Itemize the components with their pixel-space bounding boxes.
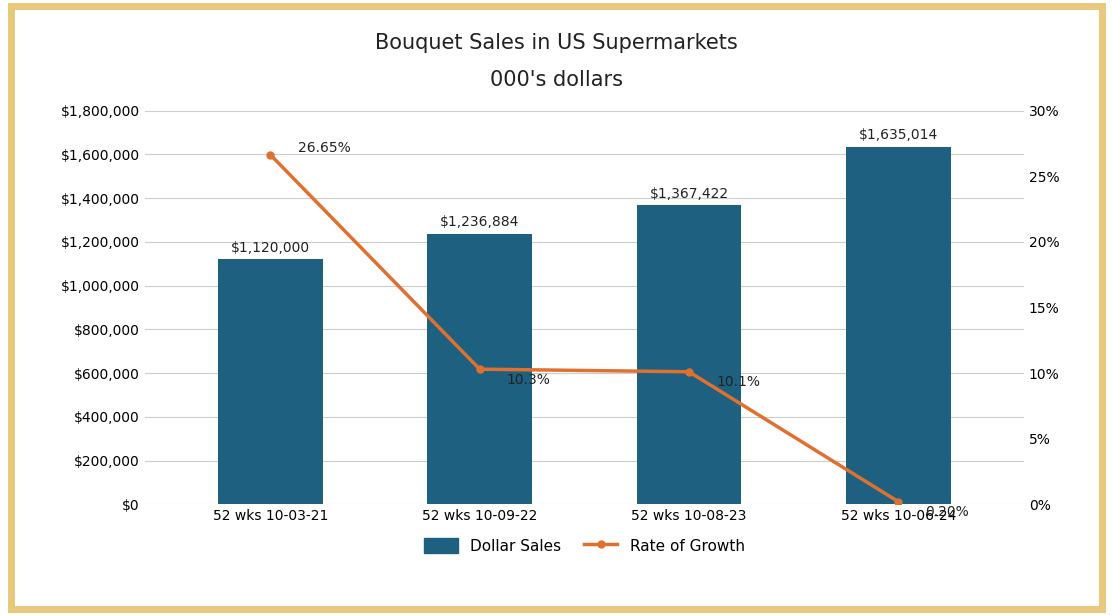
Text: 0.20%: 0.20% [926,505,969,519]
Rate of Growth [892,498,905,506]
Text: 10.1%: 10.1% [717,375,760,389]
Text: Bouquet Sales in US Supermarkets: Bouquet Sales in US Supermarkets [375,33,738,53]
Bar [427,234,532,504]
Text: $1,635,014: $1,635,014 [859,129,938,143]
Text: 10.3%: 10.3% [506,373,551,387]
Bar [218,260,323,504]
Text: $1,367,422: $1,367,422 [650,187,729,201]
Text: 26.65%: 26.65% [297,141,351,155]
Bar [637,205,741,504]
Text: $1,120,000: $1,120,000 [230,241,309,255]
Line: Rate of Growth: Rate of Growth [267,151,902,505]
Text: 000's dollars: 000's dollars [490,70,623,90]
Legend: Dollar Sales, Rate of Growth: Dollar Sales, Rate of Growth [417,531,751,560]
Rate of Growth [264,151,277,158]
Rate of Growth [473,365,486,373]
Text: $1,236,884: $1,236,884 [440,215,520,229]
Bar [846,147,951,504]
Rate of Growth [682,368,696,376]
